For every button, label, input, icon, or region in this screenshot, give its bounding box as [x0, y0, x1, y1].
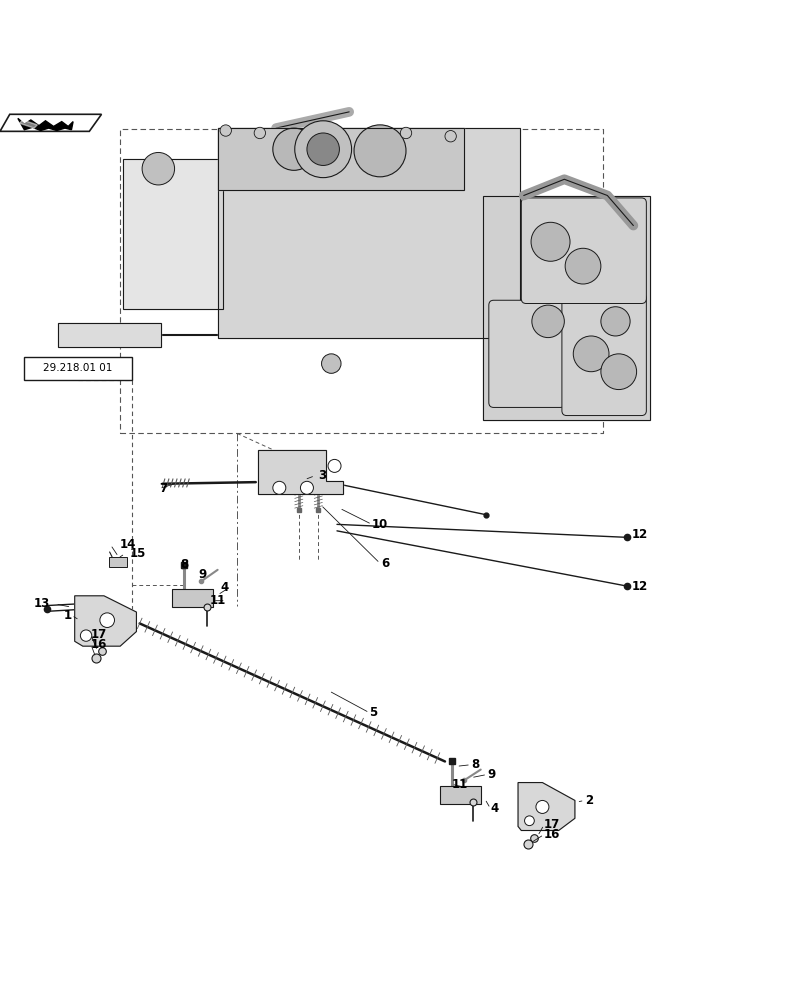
Text: 12: 12 — [631, 580, 647, 593]
Text: 3: 3 — [318, 469, 326, 482]
Polygon shape — [123, 159, 223, 309]
Text: 14: 14 — [120, 538, 136, 551]
FancyBboxPatch shape — [561, 294, 646, 416]
Polygon shape — [217, 128, 519, 338]
Polygon shape — [18, 118, 73, 131]
Polygon shape — [58, 323, 161, 347]
Polygon shape — [517, 783, 574, 830]
Text: 10: 10 — [371, 518, 388, 531]
Text: 7: 7 — [159, 482, 167, 495]
Polygon shape — [483, 196, 649, 420]
Circle shape — [100, 613, 114, 627]
Circle shape — [600, 307, 629, 336]
Text: 8: 8 — [180, 558, 188, 571]
Circle shape — [328, 459, 341, 472]
Polygon shape — [0, 114, 101, 131]
Text: 12: 12 — [631, 528, 647, 541]
Text: 11: 11 — [209, 594, 225, 607]
Text: 29.218.01 01: 29.218.01 01 — [43, 363, 113, 373]
Text: 16: 16 — [91, 638, 107, 651]
Circle shape — [307, 133, 339, 165]
Text: 2: 2 — [584, 794, 592, 807]
Text: 1: 1 — [63, 609, 71, 622]
Polygon shape — [217, 128, 464, 190]
Circle shape — [530, 222, 569, 261]
Text: 13: 13 — [34, 597, 50, 610]
Polygon shape — [19, 120, 37, 128]
Text: 11: 11 — [451, 778, 467, 791]
Circle shape — [142, 152, 174, 185]
Text: 9: 9 — [198, 568, 206, 581]
Polygon shape — [258, 450, 342, 494]
FancyBboxPatch shape — [488, 300, 564, 407]
Text: 5: 5 — [369, 706, 377, 719]
Polygon shape — [75, 596, 136, 646]
Circle shape — [294, 121, 351, 178]
Circle shape — [321, 354, 341, 373]
FancyBboxPatch shape — [521, 198, 646, 303]
Text: 4: 4 — [490, 802, 498, 815]
Circle shape — [220, 125, 231, 136]
Text: 8: 8 — [470, 758, 478, 771]
Text: 17: 17 — [543, 818, 560, 831]
Circle shape — [535, 800, 548, 813]
Circle shape — [564, 248, 600, 284]
Circle shape — [444, 131, 456, 142]
Text: 17: 17 — [91, 628, 107, 641]
Bar — [440, 786, 480, 804]
Text: 9: 9 — [487, 768, 495, 781]
Circle shape — [573, 336, 608, 372]
Bar — [109, 557, 127, 567]
Circle shape — [524, 816, 534, 826]
Bar — [24, 357, 131, 380]
Circle shape — [272, 481, 285, 494]
Circle shape — [300, 481, 313, 494]
Circle shape — [254, 127, 265, 139]
Circle shape — [531, 305, 564, 338]
Circle shape — [80, 630, 92, 641]
Circle shape — [354, 125, 406, 177]
Text: 4: 4 — [221, 581, 229, 594]
Circle shape — [600, 354, 636, 390]
Circle shape — [400, 127, 411, 139]
Text: 6: 6 — [381, 557, 389, 570]
Bar — [172, 589, 212, 607]
Circle shape — [272, 128, 315, 170]
Text: 16: 16 — [543, 828, 560, 841]
Text: 15: 15 — [130, 547, 146, 560]
